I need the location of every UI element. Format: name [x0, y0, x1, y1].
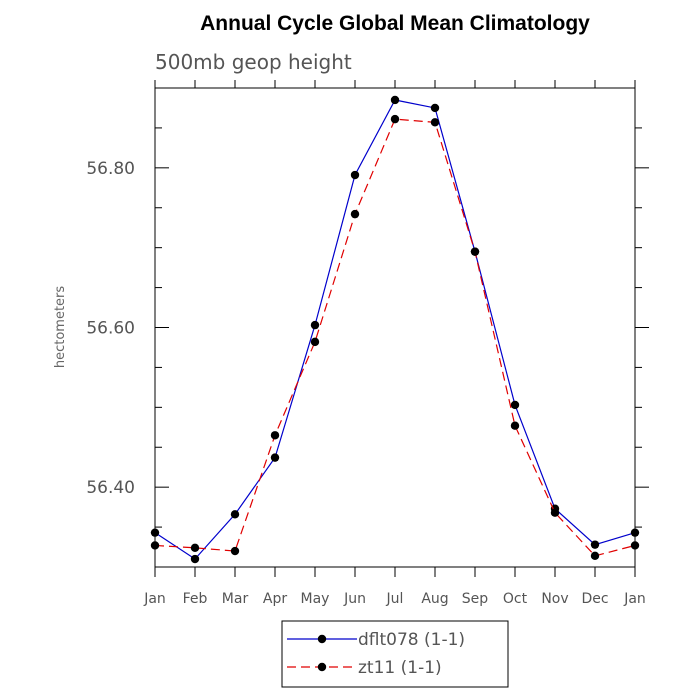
x-tick-label: Jan	[143, 591, 166, 607]
x-tick-label: Mar	[222, 591, 249, 607]
data-point	[630, 528, 640, 537]
data-point	[230, 546, 240, 556]
data-point	[350, 209, 360, 219]
legend-box	[281, 620, 509, 688]
x-tick-label: Sep	[462, 591, 489, 607]
x-tick-label: Jun	[343, 591, 366, 607]
legend-marker	[317, 662, 327, 672]
data-point	[590, 551, 600, 561]
data-point	[390, 95, 400, 105]
data-point	[270, 431, 280, 440]
data-point	[270, 453, 280, 462]
x-tick-label: Jul	[386, 591, 404, 607]
x-tick-labels: Jan Feb Mar Apr May Jun Jul Aug Sep Oct Nov Dec Jan	[143, 591, 646, 607]
legend-label: zt11 (1-1)	[358, 658, 442, 678]
data-point	[350, 170, 360, 180]
data-point	[430, 103, 440, 113]
data-point	[310, 337, 320, 347]
legend-label: dflt078 (1-1)	[358, 630, 465, 650]
x-tick-label: Dec	[581, 591, 608, 607]
data-point	[190, 543, 200, 553]
legend: dflt078 (1-1) zt11 (1-1)	[281, 620, 509, 688]
data-point	[190, 554, 200, 564]
data-point	[510, 421, 520, 430]
plot-frame	[154, 87, 636, 568]
legend-items: dflt078 (1-1) zt11 (1-1)	[287, 630, 465, 678]
x-tick-label: Feb	[183, 591, 208, 607]
x-tick-label: Jan	[623, 591, 646, 607]
data-point	[150, 528, 160, 537]
y-tick-label: 56.80	[86, 159, 135, 179]
y-tick-label: 56.40	[86, 478, 135, 498]
data-point	[150, 541, 160, 550]
data-point	[430, 118, 440, 127]
y-axis-label: hectometers	[53, 286, 68, 369]
x-tick-label: May	[301, 591, 330, 607]
x-tick-label: Apr	[263, 591, 287, 607]
series-line	[154, 118, 636, 557]
data-point	[630, 541, 640, 550]
chart-title: Annual Cycle Global Mean Climatology	[200, 12, 590, 35]
data-point	[310, 320, 320, 330]
data-point	[230, 510, 240, 519]
axis-ticks	[154, 80, 649, 577]
data-point	[590, 540, 600, 549]
y-tick-labels: 56.40 56.60 56.80	[86, 159, 135, 498]
y-tick-label: 56.60	[86, 319, 135, 339]
data-point	[510, 400, 520, 410]
data-point	[390, 114, 400, 124]
series-1	[150, 95, 640, 564]
chart-subtitle: 500mb geop height	[155, 50, 352, 74]
series-group	[150, 95, 640, 564]
x-tick-label: Aug	[421, 591, 448, 607]
series-line	[154, 99, 636, 560]
x-tick-label: Oct	[503, 591, 528, 607]
series-2	[150, 114, 640, 561]
legend-marker	[317, 634, 327, 644]
data-point	[550, 508, 560, 517]
x-tick-label: Nov	[541, 591, 568, 607]
data-point	[470, 247, 480, 256]
